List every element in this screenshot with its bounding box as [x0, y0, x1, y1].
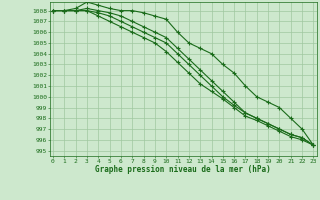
X-axis label: Graphe pression niveau de la mer (hPa): Graphe pression niveau de la mer (hPa)	[95, 165, 271, 174]
